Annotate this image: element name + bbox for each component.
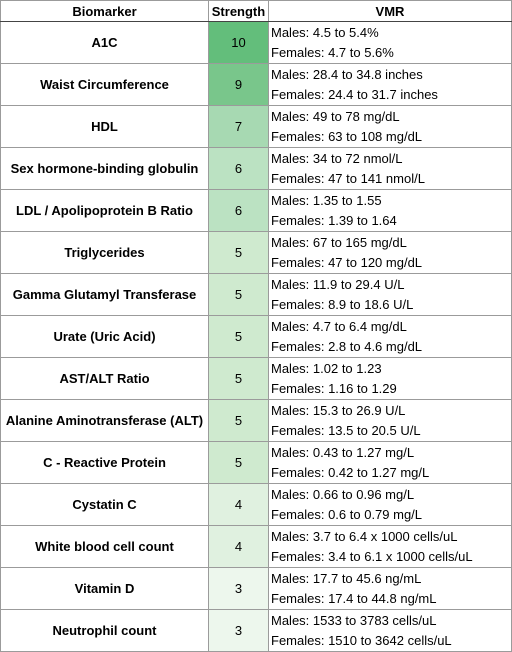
vmr-males: Males: 34 to 72 nmol/L bbox=[271, 150, 403, 166]
vmr-cell: Males: 17.7 to 45.6 ng/mL Females: 17.4 t… bbox=[268, 567, 512, 610]
strength-cell: 6 bbox=[208, 189, 269, 232]
vmr-females: Females: 3.4 to 6.1 x 1000 cells/uL bbox=[271, 548, 473, 564]
vmr-cell: Males: 0.66 to 0.96 mg/L Females: 0.6 to … bbox=[268, 483, 512, 526]
table-row: Urate (Uric Acid) 5 Males: 4.7 to 6.4 mg/d… bbox=[0, 315, 512, 358]
vmr-males: Males: 11.9 to 29.4 U/L bbox=[271, 276, 405, 292]
header-row: Biomarker Strength VMR bbox=[0, 0, 512, 22]
vmr-males: Males: 1533 to 3783 cells/uL bbox=[271, 612, 437, 628]
strength-cell: 5 bbox=[208, 357, 269, 400]
vmr-males: Males: 49 to 78 mg/dL bbox=[271, 108, 400, 124]
strength-cell: 10 bbox=[208, 21, 269, 64]
vmr-males: Males: 4.7 to 6.4 mg/dL bbox=[271, 318, 407, 334]
vmr-females: Females: 17.4 to 44.8 ng/mL bbox=[271, 590, 437, 606]
biomarker-cell: A1C bbox=[0, 21, 209, 64]
table-row: White blood cell count 4 Males: 3.7 to 6.4… bbox=[0, 525, 512, 568]
vmr-cell: Males: 15.3 to 26.9 U/L Females: 13.5 to … bbox=[268, 399, 512, 442]
biomarker-cell: Triglycerides bbox=[0, 231, 209, 274]
biomarker-cell: LDL / Apolipoprotein B Ratio bbox=[0, 189, 209, 232]
strength-cell: 5 bbox=[208, 231, 269, 274]
vmr-females: Females: 47 to 120 mg/dL bbox=[271, 254, 423, 270]
strength-cell: 3 bbox=[208, 609, 269, 652]
table-row: C - Reactive Protein 5 Males: 0.43 to 1.27… bbox=[0, 441, 512, 484]
biomarker-cell: HDL bbox=[0, 105, 209, 148]
table-row: Cystatin C 4 Males: 0.66 to 0.96 mg/L Femal… bbox=[0, 483, 512, 526]
vmr-males: Males: 1.02 to 1.23 bbox=[271, 360, 382, 376]
vmr-cell: Males: 1533 to 3783 cells/uL Females: 151… bbox=[268, 609, 512, 652]
strength-cell: 9 bbox=[208, 63, 269, 106]
table-row: Neutrophil count 3 Males: 1533 to 3783 cel… bbox=[0, 609, 512, 652]
table-row: Gamma Glutamyl Transferase 5 Males: 11.9 t… bbox=[0, 273, 512, 316]
table-row: Sex hormone-binding globulin 6 Males: 34 t… bbox=[0, 147, 512, 190]
vmr-cell: Males: 1.02 to 1.23 Females: 1.16 to 1.29 bbox=[268, 357, 512, 400]
header-biomarker: Biomarker bbox=[0, 0, 209, 22]
table-row: A1C 10 Males: 4.5 to 5.4% Females: 4.7 to 5… bbox=[0, 21, 512, 64]
vmr-cell: Males: 67 to 165 mg/dL Females: 47 to 120… bbox=[268, 231, 512, 274]
vmr-cell: Males: 4.5 to 5.4% Females: 4.7 to 5.6% bbox=[268, 21, 512, 64]
table-row: Alanine Aminotransferase (ALT) 5 Males: 15… bbox=[0, 399, 512, 442]
strength-cell: 5 bbox=[208, 399, 269, 442]
strength-cell: 5 bbox=[208, 273, 269, 316]
biomarker-cell: Cystatin C bbox=[0, 483, 209, 526]
vmr-females: Females: 63 to 108 mg/dL bbox=[271, 128, 423, 144]
vmr-females: Females: 0.6 to 0.79 mg/L bbox=[271, 506, 423, 522]
vmr-cell: Males: 28.4 to 34.8 inches Females: 24.4 … bbox=[268, 63, 512, 106]
biomarker-cell: White blood cell count bbox=[0, 525, 209, 568]
vmr-males: Males: 17.7 to 45.6 ng/mL bbox=[271, 570, 422, 586]
header-strength: Strength bbox=[208, 0, 269, 22]
vmr-males: Males: 67 to 165 mg/dL bbox=[271, 234, 407, 250]
table-row: AST/ALT Ratio 5 Males: 1.02 to 1.23 Females… bbox=[0, 357, 512, 400]
biomarker-cell: AST/ALT Ratio bbox=[0, 357, 209, 400]
biomarker-cell: Waist Circumference bbox=[0, 63, 209, 106]
vmr-females: Females: 13.5 to 20.5 U/L bbox=[271, 422, 421, 438]
table-body: A1C 10 Males: 4.5 to 5.4% Females: 4.7 to 5… bbox=[0, 21, 512, 652]
strength-cell: 7 bbox=[208, 105, 269, 148]
vmr-females: Females: 8.9 to 18.6 U/L bbox=[271, 296, 414, 312]
vmr-males: Males: 3.7 to 6.4 x 1000 cells/uL bbox=[271, 528, 458, 544]
table-row: LDL / Apolipoprotein B Ratio 6 Males: 1.35… bbox=[0, 189, 512, 232]
strength-cell: 3 bbox=[208, 567, 269, 610]
table-row: Triglycerides 5 Males: 67 to 165 mg/dL Fema… bbox=[0, 231, 512, 274]
biomarker-cell: Neutrophil count bbox=[0, 609, 209, 652]
vmr-females: Females: 0.42 to 1.27 mg/L bbox=[271, 464, 430, 480]
vmr-males: Males: 1.35 to 1.55 bbox=[271, 192, 382, 208]
vmr-females: Females: 4.7 to 5.6% bbox=[271, 44, 394, 60]
biomarker-cell: Urate (Uric Acid) bbox=[0, 315, 209, 358]
vmr-males: Males: 15.3 to 26.9 U/L bbox=[271, 402, 406, 418]
table-row: HDL 7 Males: 49 to 78 mg/dL Females: 63 to … bbox=[0, 105, 512, 148]
vmr-cell: Males: 1.35 to 1.55 Females: 1.39 to 1.64 bbox=[268, 189, 512, 232]
strength-cell: 4 bbox=[208, 525, 269, 568]
vmr-cell: Males: 49 to 78 mg/dL Females: 63 to 108 … bbox=[268, 105, 512, 148]
vmr-females: Females: 47 to 141 nmol/L bbox=[271, 170, 425, 186]
strength-cell: 5 bbox=[208, 441, 269, 484]
biomarker-cell: Sex hormone-binding globulin bbox=[0, 147, 209, 190]
vmr-males: Males: 4.5 to 5.4% bbox=[271, 24, 379, 40]
biomarker-cell: Vitamin D bbox=[0, 567, 209, 610]
vmr-cell: Males: 34 to 72 nmol/L Females: 47 to 141… bbox=[268, 147, 512, 190]
biomarker-cell: C - Reactive Protein bbox=[0, 441, 209, 484]
vmr-females: Females: 24.4 to 31.7 inches bbox=[271, 86, 438, 102]
vmr-females: Females: 1.39 to 1.64 bbox=[271, 212, 397, 228]
vmr-cell: Males: 4.7 to 6.4 mg/dL Females: 2.8 to 4… bbox=[268, 315, 512, 358]
vmr-cell: Males: 11.9 to 29.4 U/L Females: 8.9 to 1… bbox=[268, 273, 512, 316]
strength-cell: 6 bbox=[208, 147, 269, 190]
vmr-females: Females: 1510 to 3642 cells/uL bbox=[271, 632, 452, 648]
vmr-males: Males: 0.66 to 0.96 mg/L bbox=[271, 486, 415, 502]
header-vmr: VMR bbox=[268, 0, 512, 22]
biomarker-cell: Alanine Aminotransferase (ALT) bbox=[0, 399, 209, 442]
vmr-males: Males: 0.43 to 1.27 mg/L bbox=[271, 444, 415, 460]
vmr-females: Females: 2.8 to 4.6 mg/dL bbox=[271, 338, 423, 354]
vmr-females: Females: 1.16 to 1.29 bbox=[271, 380, 397, 396]
vmr-cell: Males: 3.7 to 6.4 x 1000 cells/uL Females… bbox=[268, 525, 512, 568]
table-row: Waist Circumference 9 Males: 28.4 to 34.8 … bbox=[0, 63, 512, 106]
vmr-males: Males: 28.4 to 34.8 inches bbox=[271, 66, 423, 82]
table-row: Vitamin D 3 Males: 17.7 to 45.6 ng/mL Femal… bbox=[0, 567, 512, 610]
vmr-cell: Males: 0.43 to 1.27 mg/L Females: 0.42 to… bbox=[268, 441, 512, 484]
biomarker-cell: Gamma Glutamyl Transferase bbox=[0, 273, 209, 316]
table-header: Biomarker Strength VMR bbox=[0, 0, 512, 22]
strength-cell: 5 bbox=[208, 315, 269, 358]
strength-cell: 4 bbox=[208, 483, 269, 526]
